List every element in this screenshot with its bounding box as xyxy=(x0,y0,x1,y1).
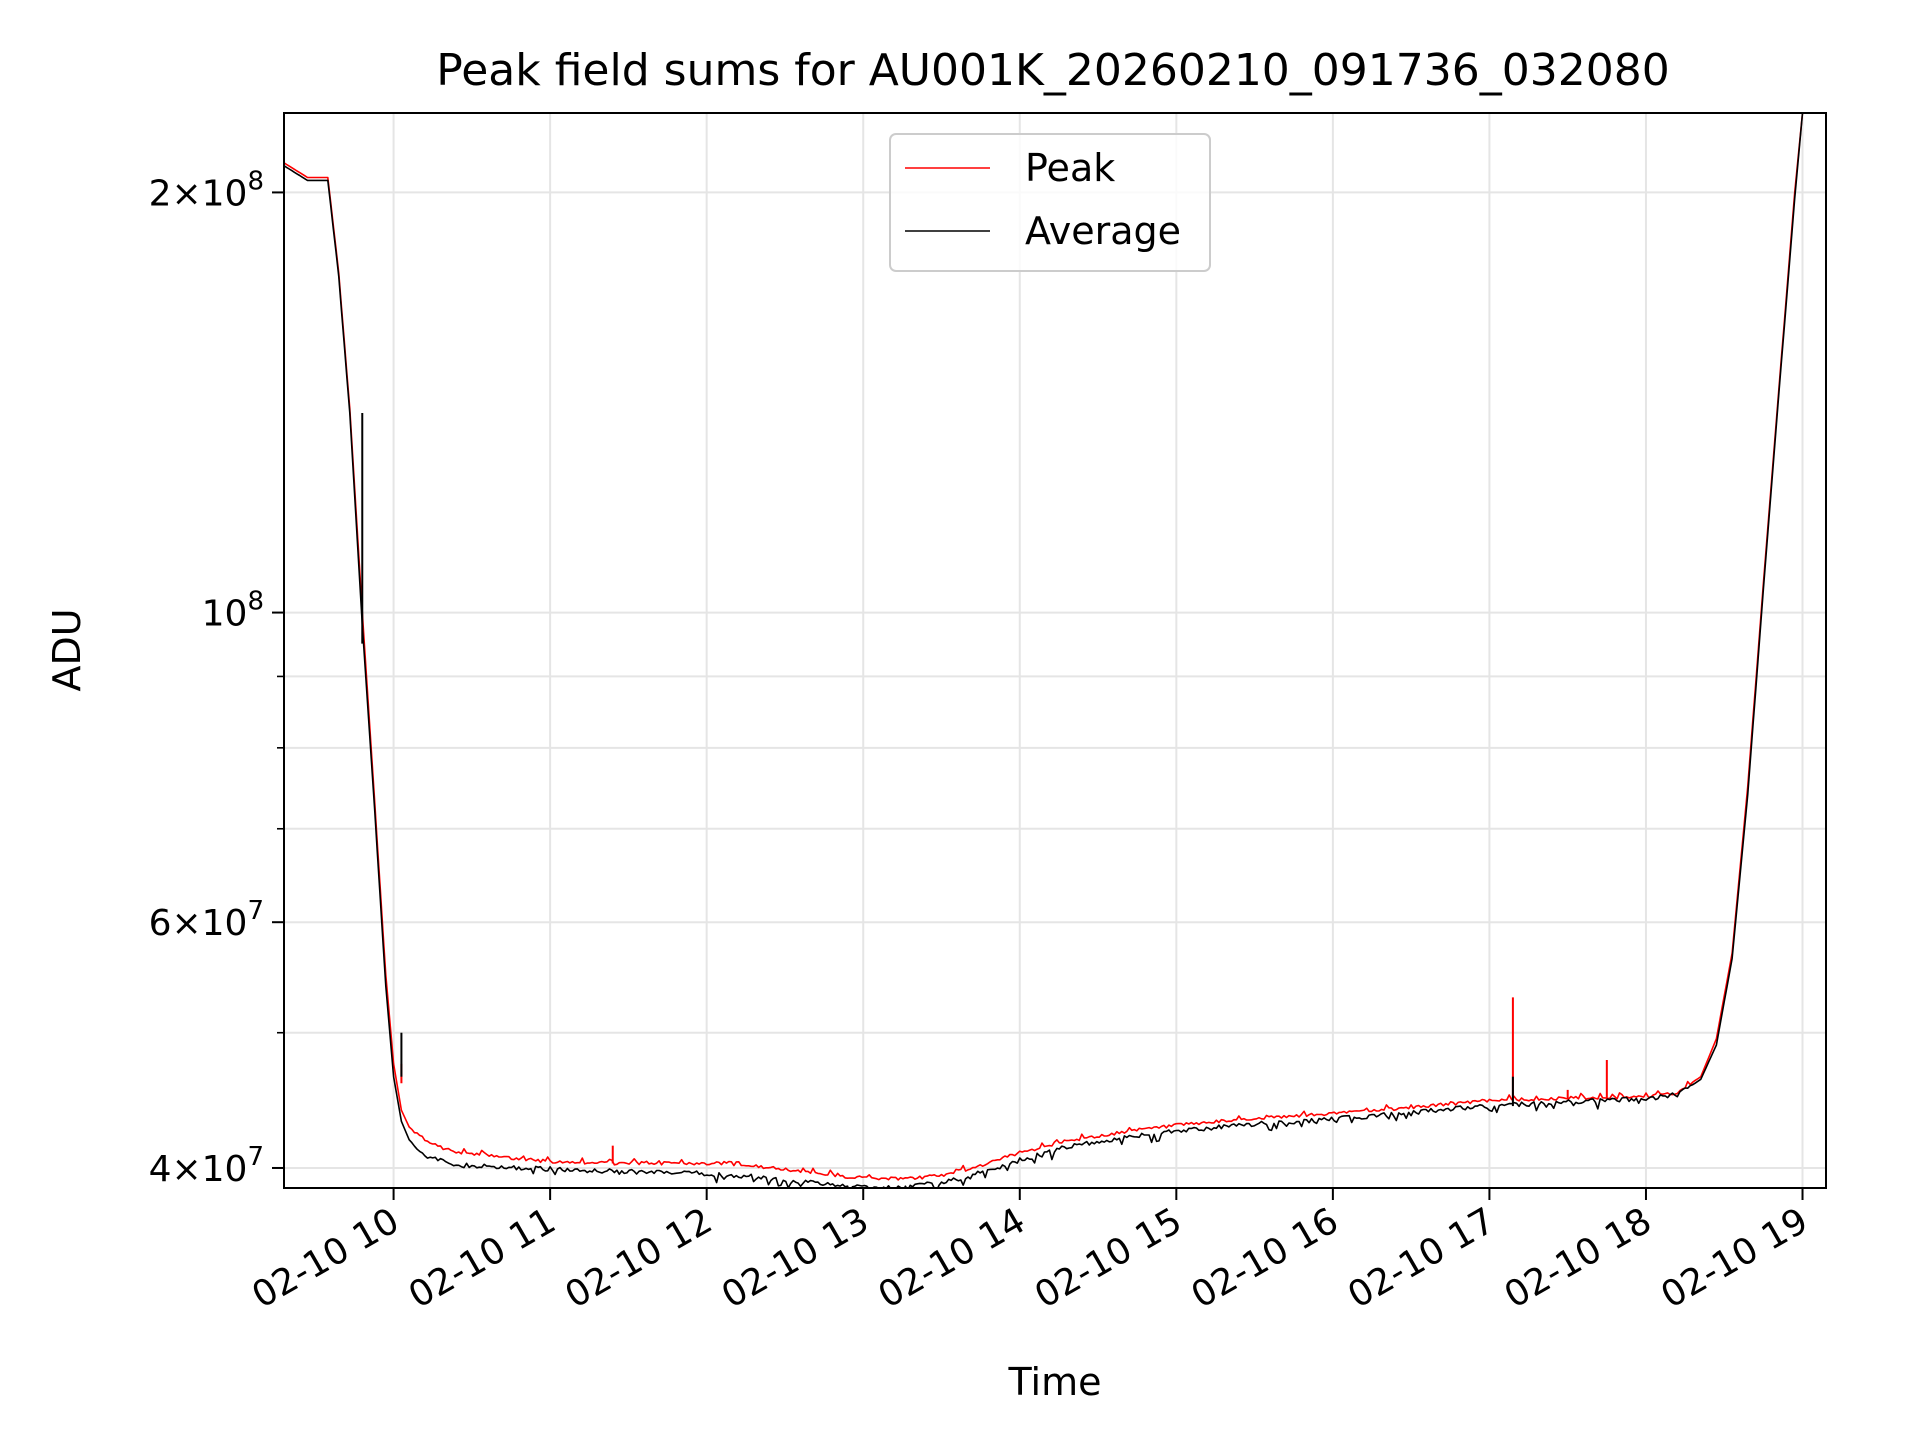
y-tick-label: 6×107 xyxy=(149,896,264,944)
x-tick-label: 02-10 14 xyxy=(872,1200,1033,1316)
series-layer xyxy=(284,113,1826,1188)
y-tick-label: 4×107 xyxy=(149,1142,264,1190)
x-tick-label: 02-10 17 xyxy=(1341,1200,1502,1316)
x-tick-label: 02-10 11 xyxy=(402,1200,563,1316)
plot-frame xyxy=(283,112,1827,1189)
legend: Peak Average xyxy=(889,133,1211,272)
y-tick-label: 2×108 xyxy=(149,166,264,214)
x-axis-label: Time xyxy=(1008,1360,1102,1404)
series-line-average xyxy=(284,113,1826,1188)
grid-lines xyxy=(284,113,1826,1188)
y-ticks: 2×108 108 6×107 4×107 xyxy=(149,166,284,1190)
x-tick-label: 02-10 10 xyxy=(245,1200,406,1316)
x-tick-label: 02-10 15 xyxy=(1028,1200,1189,1316)
y-tick-label: 108 xyxy=(202,587,264,635)
series-line-peak xyxy=(284,113,1826,1181)
x-tick-label: 02-10 13 xyxy=(715,1200,876,1316)
y-axis-label: ADU xyxy=(45,608,89,691)
x-tick-label: 02-10 18 xyxy=(1498,1200,1659,1316)
legend-label-peak: Peak xyxy=(1025,146,1115,190)
x-tick-label: 02-10 19 xyxy=(1654,1200,1815,1316)
legend-label-average: Average xyxy=(1025,209,1181,253)
chart-title: Peak field sums for AU001K_20260210_0917… xyxy=(436,45,1669,96)
x-tick-label: 02-10 12 xyxy=(559,1200,720,1316)
x-tick-label: 02-10 16 xyxy=(1185,1200,1346,1316)
